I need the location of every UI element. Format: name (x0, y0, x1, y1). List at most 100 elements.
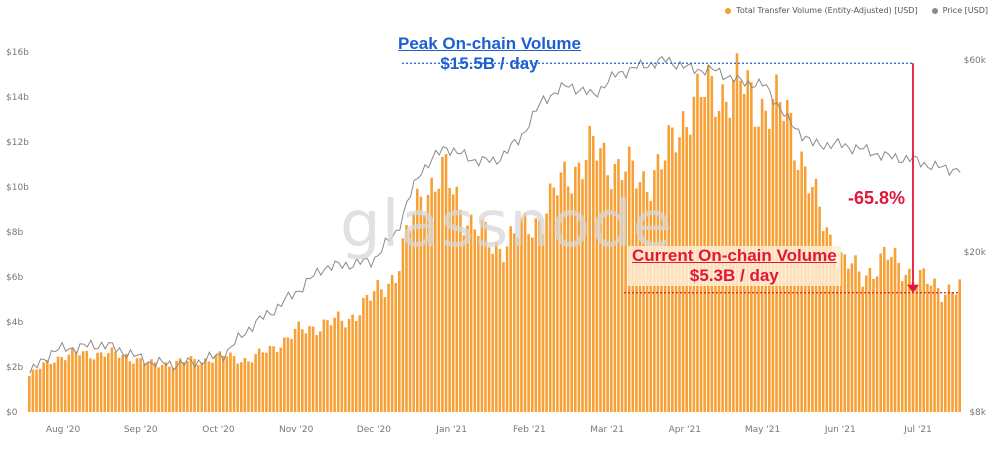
volume-bar (286, 337, 290, 412)
volume-bar (293, 328, 297, 412)
volume-bar (710, 76, 714, 412)
volume-bar (793, 160, 796, 412)
current-title: Current On-chain Volume (632, 246, 837, 265)
volume-bar (936, 288, 940, 412)
volume-bar (99, 352, 103, 412)
volume-bar (265, 352, 268, 412)
x-tick-label: Jul '21 (903, 425, 932, 435)
volume-bar (218, 351, 221, 412)
volume-bar (890, 257, 893, 412)
volume-bar (301, 329, 304, 412)
volume-bar (599, 148, 602, 413)
volume-bar (204, 358, 207, 412)
x-tick-label: Jan '21 (435, 425, 467, 435)
volume-bar (512, 233, 516, 412)
volume-bar (193, 359, 196, 412)
legend-volume-label: Total Transfer Volume (Entity-Adjusted) … (736, 6, 918, 15)
peak-annotation: Peak On-chain Volume $15.5B / day (398, 34, 581, 74)
volume-bar (588, 125, 591, 412)
volume-bar (591, 136, 595, 412)
volume-bar (239, 362, 243, 412)
volume-bar (477, 236, 480, 412)
volume-bar (254, 354, 257, 412)
volume-bar (635, 188, 638, 412)
volume-bar (354, 321, 358, 412)
volume-bar (200, 362, 204, 412)
volume-bar (509, 226, 512, 412)
volume-bar (574, 166, 577, 412)
volume-bar (157, 367, 160, 412)
volume-bar (362, 297, 365, 412)
volume-bar (365, 294, 369, 412)
volume-bar (775, 74, 778, 412)
y-right-tick-label: $8k (969, 408, 986, 418)
volume-bar (311, 326, 315, 412)
volume-bar (829, 234, 832, 412)
y-left-tick-label: $2b (6, 363, 23, 373)
volume-bar (875, 276, 879, 412)
volume-bar (153, 362, 157, 412)
volume-bar (854, 255, 857, 412)
volume-bar (107, 353, 110, 412)
volume-bar (71, 348, 74, 412)
volume-bar (455, 186, 459, 412)
volume-bar (344, 327, 347, 412)
volume-bar (103, 356, 107, 412)
volume-bar (602, 142, 606, 412)
volume-bar (631, 160, 635, 412)
volume-bar (168, 366, 171, 412)
volume-bar (520, 218, 523, 412)
volume-bar (444, 154, 448, 412)
volume-bar (502, 262, 505, 412)
volume-bar (182, 362, 186, 412)
volume-bar (926, 283, 929, 412)
volume-bar (35, 369, 38, 412)
volume-bar (114, 352, 117, 412)
y-left-tick-label: $14b (6, 93, 29, 103)
volume-bar (315, 335, 318, 412)
volume-bar (577, 162, 581, 412)
volume-bar (609, 189, 613, 412)
volume-bar (505, 246, 509, 412)
volume-bar (595, 160, 599, 412)
volume-bar (401, 238, 405, 412)
y-left-tick-label: $0 (6, 408, 18, 418)
volume-bar (430, 177, 433, 412)
volume-bar (142, 363, 146, 412)
volume-bar (67, 354, 71, 412)
volume-bar (947, 284, 951, 412)
volume-bar (606, 175, 609, 412)
volume-bar (495, 242, 498, 412)
volume-bar (110, 347, 114, 412)
volume-bar (211, 362, 214, 412)
volume-bar (92, 359, 96, 412)
volume-bar (825, 227, 829, 412)
volume-bar (735, 53, 739, 413)
volume-bar (189, 356, 193, 412)
volume-bar (843, 254, 847, 412)
volume-bar (426, 194, 430, 412)
volume-bar (89, 358, 92, 412)
volume-bar (484, 221, 487, 412)
volume-bar (232, 356, 236, 412)
volume-bar (832, 262, 836, 412)
x-tick-label: May '21 (745, 425, 780, 435)
legend-price[interactable]: Price [USD] (931, 6, 988, 15)
volume-bar (369, 300, 372, 412)
volume-bar (74, 351, 78, 412)
volume-bar (613, 164, 617, 412)
volume-bar (221, 355, 225, 412)
volume-bar (642, 171, 645, 412)
volume-bar (491, 253, 494, 412)
volume-bar (229, 352, 232, 412)
legend-volume[interactable]: Total Transfer Volume (Entity-Adjusted) … (725, 6, 918, 15)
volume-bar (872, 278, 875, 412)
volume-bar (214, 354, 218, 412)
y-axis-right: $8k $20k $60k (964, 56, 987, 418)
volume-bar (534, 218, 538, 412)
x-axis: Aug '20 Sep '20 Oct '20 Nov '20 Dec '20 Jan '… (46, 425, 932, 435)
volume-bar (85, 350, 89, 412)
volume-bar (958, 279, 961, 412)
volume-bar (922, 268, 926, 412)
volume-bar (821, 231, 825, 412)
